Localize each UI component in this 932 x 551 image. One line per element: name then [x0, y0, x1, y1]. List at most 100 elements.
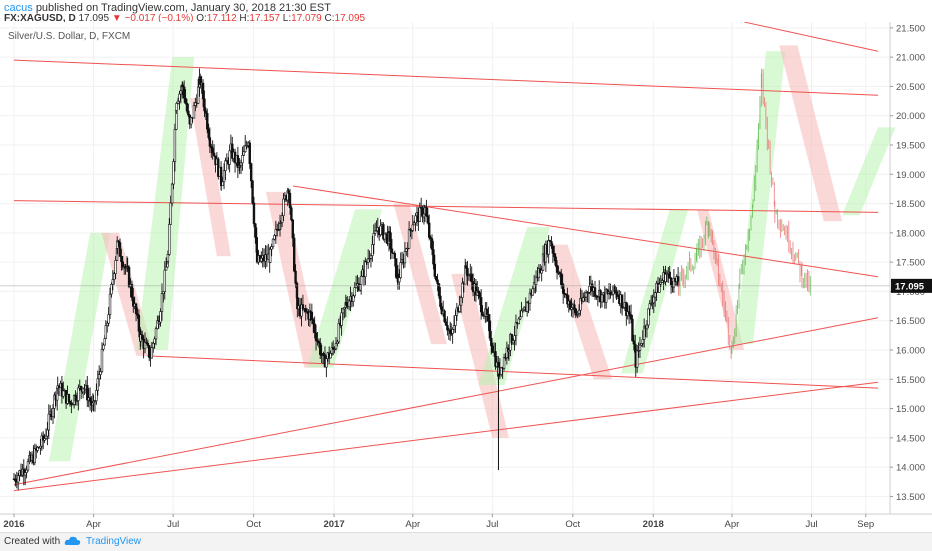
open-value: 17.112: [206, 13, 237, 24]
candle-body: [470, 273, 473, 282]
candle-body: [474, 283, 478, 296]
candle-body: [317, 340, 321, 344]
candle-body: [390, 248, 394, 254]
candle-body: [25, 469, 28, 473]
candle-body: [517, 318, 520, 325]
last-price: 17.095: [78, 13, 110, 24]
candle-body: [432, 249, 435, 265]
candle-body: [461, 282, 464, 299]
candle-body: [26, 461, 30, 471]
y-tick-label: 14.500: [896, 433, 925, 444]
candle-body: [382, 224, 385, 240]
candle-body: [184, 97, 187, 104]
trend-line: [13, 381, 879, 492]
candle-body: [371, 244, 374, 256]
down-zone: [697, 209, 745, 350]
down-zone: [393, 203, 447, 345]
chart-area[interactable]: 13.500 14.000 14.500 15.000 15.500 16.000 16.5…: [0, 21, 932, 532]
price-chart[interactable]: 13.500 14.000 14.500 15.000 15.500 16.000 16.5…: [0, 21, 932, 532]
down-arrow-icon: ▼: [111, 13, 122, 24]
candle-body: [394, 258, 398, 278]
candle-body: [648, 303, 651, 310]
candle-body: [450, 333, 453, 335]
candle-body: [421, 207, 424, 218]
candle-body: [659, 282, 662, 285]
author-link[interactable]: cacus: [4, 2, 33, 14]
candle-body: [640, 343, 643, 346]
y-tick-label: 19.500: [896, 141, 925, 152]
candle-body: [613, 285, 616, 293]
candle-body: [287, 190, 290, 194]
candle-body: [121, 261, 124, 268]
candle-body: [387, 231, 391, 234]
candle-body: [440, 306, 444, 314]
candle-body: [269, 248, 272, 263]
y-tick-label: 15.000: [896, 404, 925, 415]
candle-body: [274, 229, 278, 236]
candle-body: [444, 321, 448, 326]
candle-body: [325, 358, 328, 368]
candle-body: [51, 407, 55, 418]
candle-body: [221, 181, 224, 187]
candle-body: [494, 351, 497, 367]
candle-body: [455, 307, 459, 316]
candle-body: [96, 378, 99, 391]
candle-body: [575, 314, 578, 316]
x-tick-label: 2017: [323, 519, 344, 530]
candle-body: [178, 93, 181, 102]
candle-body: [23, 472, 27, 476]
candle-body: [228, 150, 231, 165]
candle-body: [491, 345, 494, 353]
y-tick-label: 21.500: [896, 23, 925, 34]
trend-line: [146, 355, 879, 389]
candle-body: [373, 230, 377, 234]
candle-body: [117, 240, 120, 243]
candle-body: [554, 256, 557, 266]
candle-body: [399, 262, 402, 279]
candle-body: [201, 82, 205, 100]
y-tick-label: 20.000: [896, 111, 925, 122]
tradingview-brand[interactable]: TradingView: [86, 536, 142, 547]
candle-body: [430, 238, 434, 250]
candle-body: [507, 349, 511, 353]
y-axis: 13.500 14.000 14.500 15.000 15.500 16.000 16.5…: [890, 23, 925, 503]
candle-body: [451, 329, 454, 334]
candle-body: [429, 237, 432, 239]
candle-body: [79, 386, 83, 391]
candle-body: [573, 304, 576, 310]
candle-body: [156, 320, 159, 329]
candle-body: [163, 269, 166, 292]
candle-body: [466, 267, 469, 277]
candle-body: [490, 337, 493, 347]
y-tick-label: 17.500: [896, 258, 925, 269]
y-tick-label: 19.000: [896, 170, 925, 181]
candle-body: [62, 390, 65, 397]
candle-body: [130, 284, 134, 299]
candle-body: [118, 242, 122, 257]
candle-body: [249, 163, 253, 182]
candle-body: [477, 290, 480, 294]
publish-text: published on TradingView.com, January 30…: [35, 2, 331, 14]
candle-body: [620, 294, 624, 309]
candle-body: [127, 267, 131, 288]
candle-body: [154, 328, 158, 340]
candle-body: [439, 295, 442, 307]
candle-body: [292, 237, 296, 272]
candle-body: [518, 316, 522, 320]
candle-body: [548, 240, 552, 242]
candle-body: [189, 117, 193, 125]
candle-body: [622, 307, 625, 309]
candle-body: [600, 294, 604, 303]
candle-body: [664, 273, 667, 282]
up-zone: [620, 209, 689, 374]
candle-body: [314, 332, 318, 342]
candle-body: [336, 341, 339, 344]
candle-body: [113, 273, 116, 280]
candle-body: [241, 155, 244, 164]
candle-body: [555, 264, 559, 273]
candle-body: [291, 219, 294, 239]
candle-body: [33, 448, 37, 464]
candle-body: [231, 143, 234, 159]
candle-body: [467, 274, 471, 277]
candle-body: [203, 98, 206, 112]
